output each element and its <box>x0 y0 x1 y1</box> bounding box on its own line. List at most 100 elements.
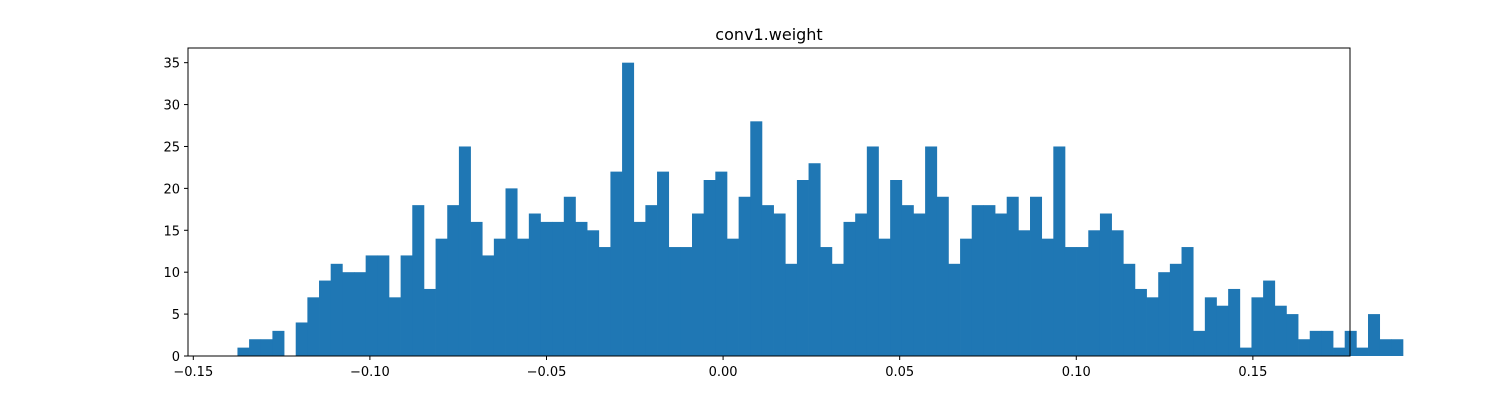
histogram-bar <box>1041 238 1054 356</box>
histogram-bar <box>260 339 273 356</box>
histogram-bar <box>1030 196 1043 356</box>
histogram-bar <box>866 146 879 356</box>
histogram-bar <box>808 163 821 356</box>
histogram-bar <box>668 247 681 356</box>
histogram-bar <box>1146 297 1159 356</box>
x-tick-label: 0.15 <box>1238 365 1267 380</box>
histogram-bar <box>925 146 938 356</box>
histogram-bar <box>995 213 1008 356</box>
y-tick-label: 35 <box>163 57 180 72</box>
x-tick-label: −0.10 <box>350 365 390 380</box>
y-tick-label: 5 <box>172 308 180 323</box>
histogram-bar <box>1123 263 1136 356</box>
y-axis: 0 5 10 15 20 25 30 35 <box>163 57 188 365</box>
histogram-bar <box>447 205 460 356</box>
histogram-bar <box>1391 339 1404 356</box>
histogram-bar <box>913 213 926 356</box>
y-tick-label: 0 <box>172 350 180 365</box>
histogram-bar <box>412 205 425 356</box>
histogram-bar <box>330 263 343 356</box>
histogram-bar <box>831 263 844 356</box>
histogram-bar <box>657 171 670 356</box>
histogram-bar <box>319 280 332 356</box>
histogram-bar <box>715 171 728 356</box>
histogram-bar <box>272 330 285 356</box>
histogram-bar <box>1204 297 1217 356</box>
histogram-bar <box>960 238 973 356</box>
histogram-bar <box>610 171 623 356</box>
bars-group <box>237 62 1404 357</box>
x-tick-label: 0.10 <box>1062 365 1091 380</box>
histogram-bar <box>645 205 658 356</box>
histogram-bar <box>948 263 961 356</box>
histogram-bar <box>901 205 914 356</box>
histogram-bar <box>1228 288 1241 356</box>
x-tick-label: −0.15 <box>173 365 213 380</box>
histogram-bar <box>773 213 786 356</box>
histogram-bar <box>1251 297 1264 356</box>
x-tick-label: 0.00 <box>709 365 738 380</box>
histogram-bar <box>575 221 588 356</box>
histogram-bar <box>1298 339 1311 356</box>
histogram-bar <box>1216 305 1229 356</box>
histogram-bar <box>517 238 530 356</box>
histogram-bar <box>1111 230 1124 356</box>
histogram-bar <box>307 297 320 356</box>
histogram-bar <box>400 255 413 356</box>
histogram-bar <box>563 196 576 356</box>
histogram-bar <box>1053 146 1066 356</box>
histogram-bar <box>295 322 308 356</box>
histogram-bar <box>1088 230 1101 356</box>
histogram-bar <box>423 288 436 356</box>
y-tick-label: 20 <box>163 182 180 197</box>
histogram-bar <box>1321 330 1334 356</box>
y-tick-label: 15 <box>163 224 180 239</box>
x-tick-label: 0.05 <box>885 365 914 380</box>
histogram-bar <box>878 238 891 356</box>
histogram-bar <box>1368 314 1381 356</box>
histogram-bar <box>1169 263 1182 356</box>
histogram-bar <box>785 263 798 356</box>
x-axis: −0.15 −0.10 −0.05 0.00 0.05 0.10 0.15 <box>173 356 1267 380</box>
histogram-bar <box>1333 347 1346 356</box>
histogram-bar <box>680 247 693 356</box>
histogram-bar <box>703 180 716 356</box>
histogram-bar <box>1099 213 1112 356</box>
histogram-bar <box>587 230 600 356</box>
histogram-bar <box>738 196 751 356</box>
histogram-bar <box>692 213 705 356</box>
histogram-bar <box>1239 347 1252 356</box>
histogram-bar <box>1379 339 1392 356</box>
histogram-bar <box>458 146 471 356</box>
histogram-bar <box>1193 330 1206 356</box>
histogram-bar <box>470 221 483 356</box>
histogram-bar <box>796 180 809 356</box>
histogram-bar <box>983 205 996 356</box>
histogram-bar <box>342 272 355 356</box>
histogram-bar <box>493 238 506 356</box>
histogram-bar <box>890 180 903 356</box>
histogram-bar <box>528 213 541 356</box>
histogram-bar <box>1356 347 1369 356</box>
histogram-bar <box>1018 230 1031 356</box>
x-tick-label: −0.05 <box>527 365 567 380</box>
histogram-bar <box>971 205 984 356</box>
y-tick-label: 30 <box>163 99 180 114</box>
histogram-bar <box>237 347 250 356</box>
histogram-bar <box>377 255 390 356</box>
histogram-bar <box>1006 196 1019 356</box>
histogram-bar <box>726 238 739 356</box>
histogram-bar <box>761 205 774 356</box>
chart-title: conv1.weight <box>715 25 822 44</box>
histogram-bar <box>1064 247 1077 356</box>
histogram-bar <box>1286 314 1299 356</box>
histogram-bar <box>1309 330 1322 356</box>
histogram-bar <box>820 247 833 356</box>
y-tick-label: 25 <box>163 140 180 155</box>
histogram-bar <box>1344 330 1357 356</box>
histogram-bar <box>435 238 448 356</box>
histogram-bar <box>482 255 495 356</box>
histogram-bar <box>855 213 868 356</box>
